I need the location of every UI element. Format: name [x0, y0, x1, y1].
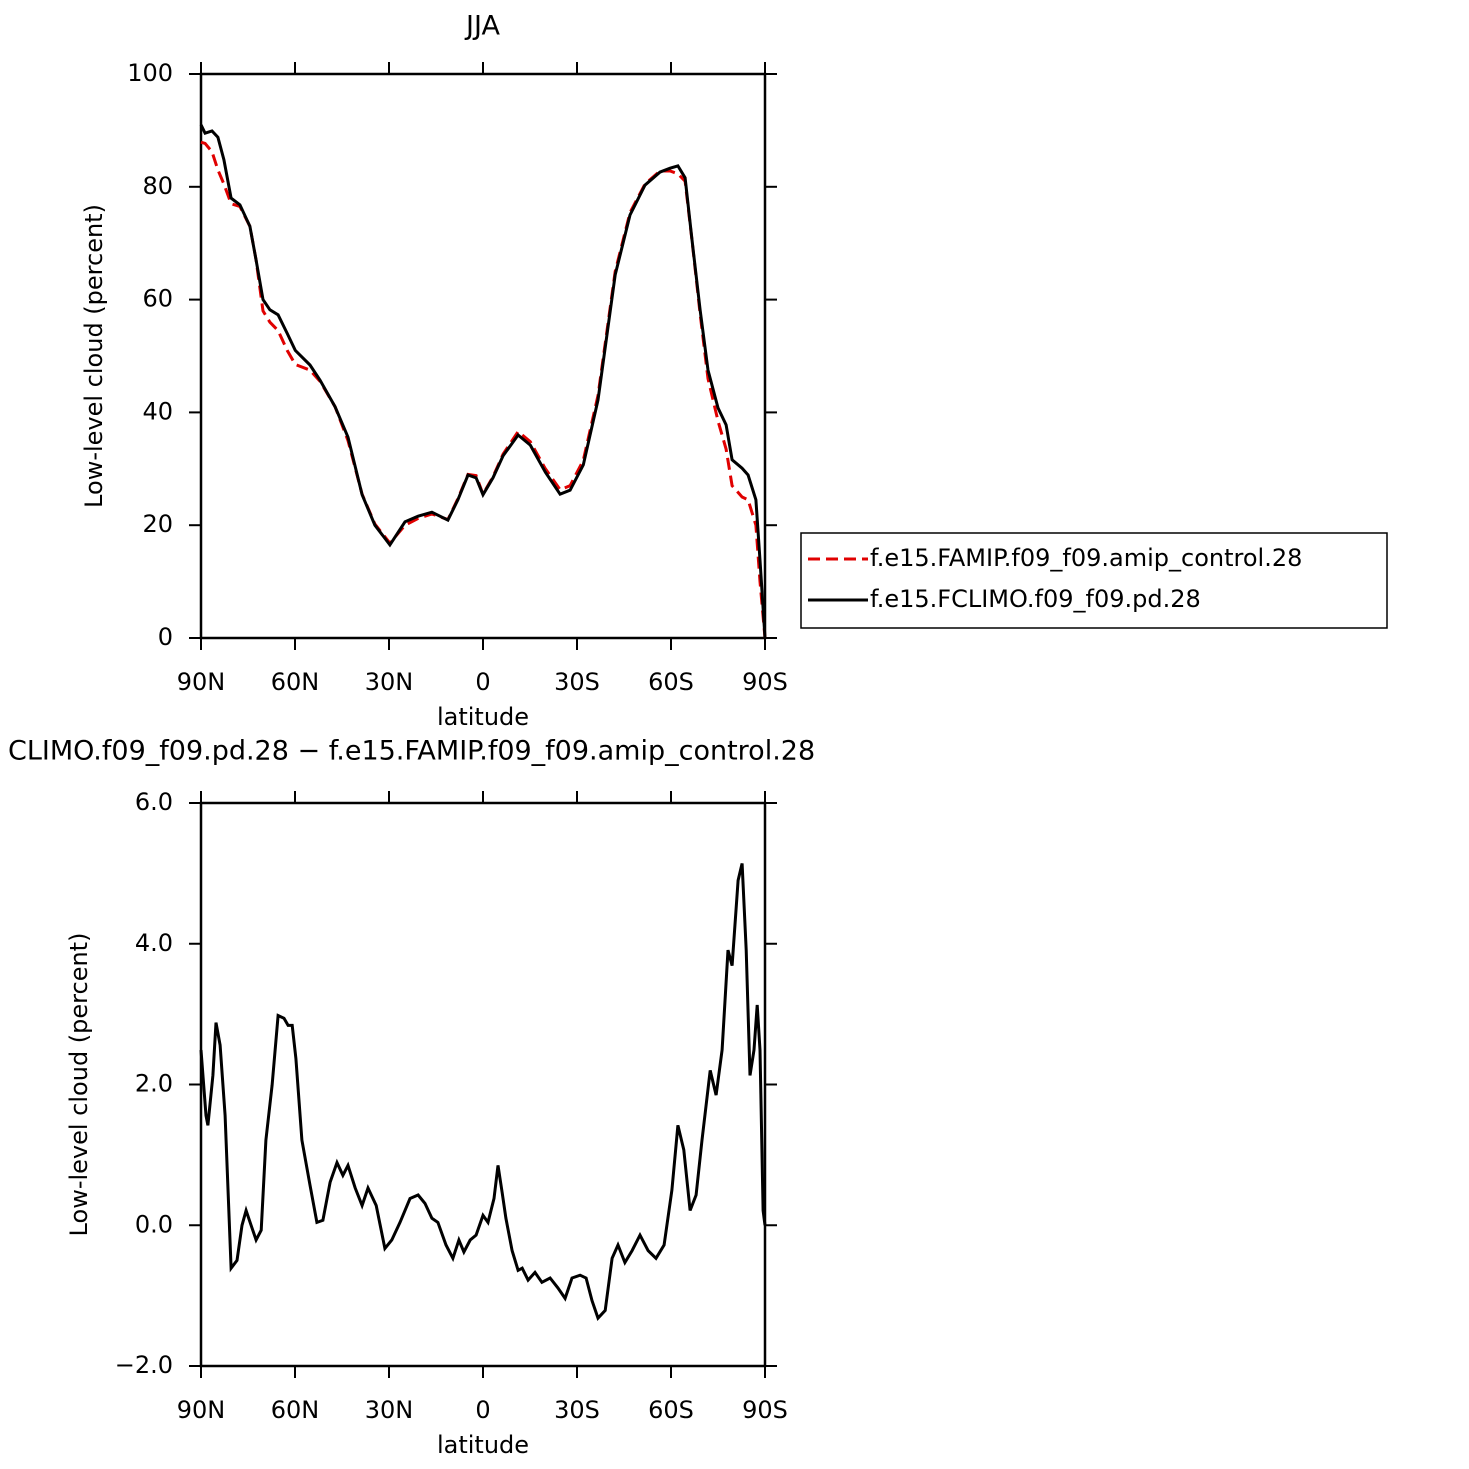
x-tick-label: 30S	[554, 1396, 600, 1424]
legend-label: f.e15.FAMIP.f09_f09.amip_control.28	[870, 544, 1302, 572]
x-tick-label: 0	[475, 1396, 490, 1424]
plot-frame	[199, 801, 767, 1368]
x-tick-label: 60N	[271, 1396, 320, 1424]
y-tick-label: 20	[142, 510, 173, 538]
y-tick-label: 0	[158, 623, 173, 651]
y-tick-label: 4.0	[135, 929, 173, 957]
chart-title: CLIMO.f09_f09.pd.28 − f.e15.FAMIP.f09_f0…	[8, 736, 815, 767]
x-tick-label: 90S	[742, 1396, 788, 1424]
y-tick-label: 2.0	[135, 1070, 173, 1098]
y-tick-label: 6.0	[135, 788, 173, 816]
series-line	[199, 124, 767, 639]
x-tick-label: 30N	[365, 1396, 414, 1424]
legend-label: f.e15.FCLIMO.f09_f09.pd.28	[870, 585, 1201, 613]
x-tick-label: 60N	[271, 668, 320, 696]
y-tick-label: 60	[142, 285, 173, 313]
x-tick-label: 90S	[742, 668, 788, 696]
series-line	[200, 140, 767, 639]
legend-box	[800, 532, 1388, 629]
x-tick-label: 60S	[648, 1396, 694, 1424]
x-axis-label: latitude	[437, 1431, 529, 1459]
plot-frame	[199, 72, 767, 640]
x-tick-label: 30S	[554, 668, 600, 696]
y-axis-label: Low-level cloud (percent)	[80, 204, 108, 508]
y-tick-label: 40	[142, 397, 173, 425]
y-tick-label: 0.0	[135, 1210, 173, 1238]
x-tick-label: 90N	[177, 1396, 226, 1424]
y-tick-label: 100	[127, 59, 173, 87]
y-axis-label: Low-level cloud (percent)	[65, 933, 93, 1237]
x-tick-label: 30N	[365, 668, 414, 696]
y-tick-label: 80	[142, 172, 173, 200]
x-axis-label: latitude	[437, 703, 529, 731]
x-tick-label: 60S	[648, 668, 694, 696]
y-tick-label: −2.0	[115, 1351, 173, 1379]
chart-title: JJA	[464, 11, 500, 42]
x-tick-label: 0	[475, 668, 490, 696]
series-line	[199, 863, 767, 1321]
x-tick-label: 90N	[177, 668, 226, 696]
